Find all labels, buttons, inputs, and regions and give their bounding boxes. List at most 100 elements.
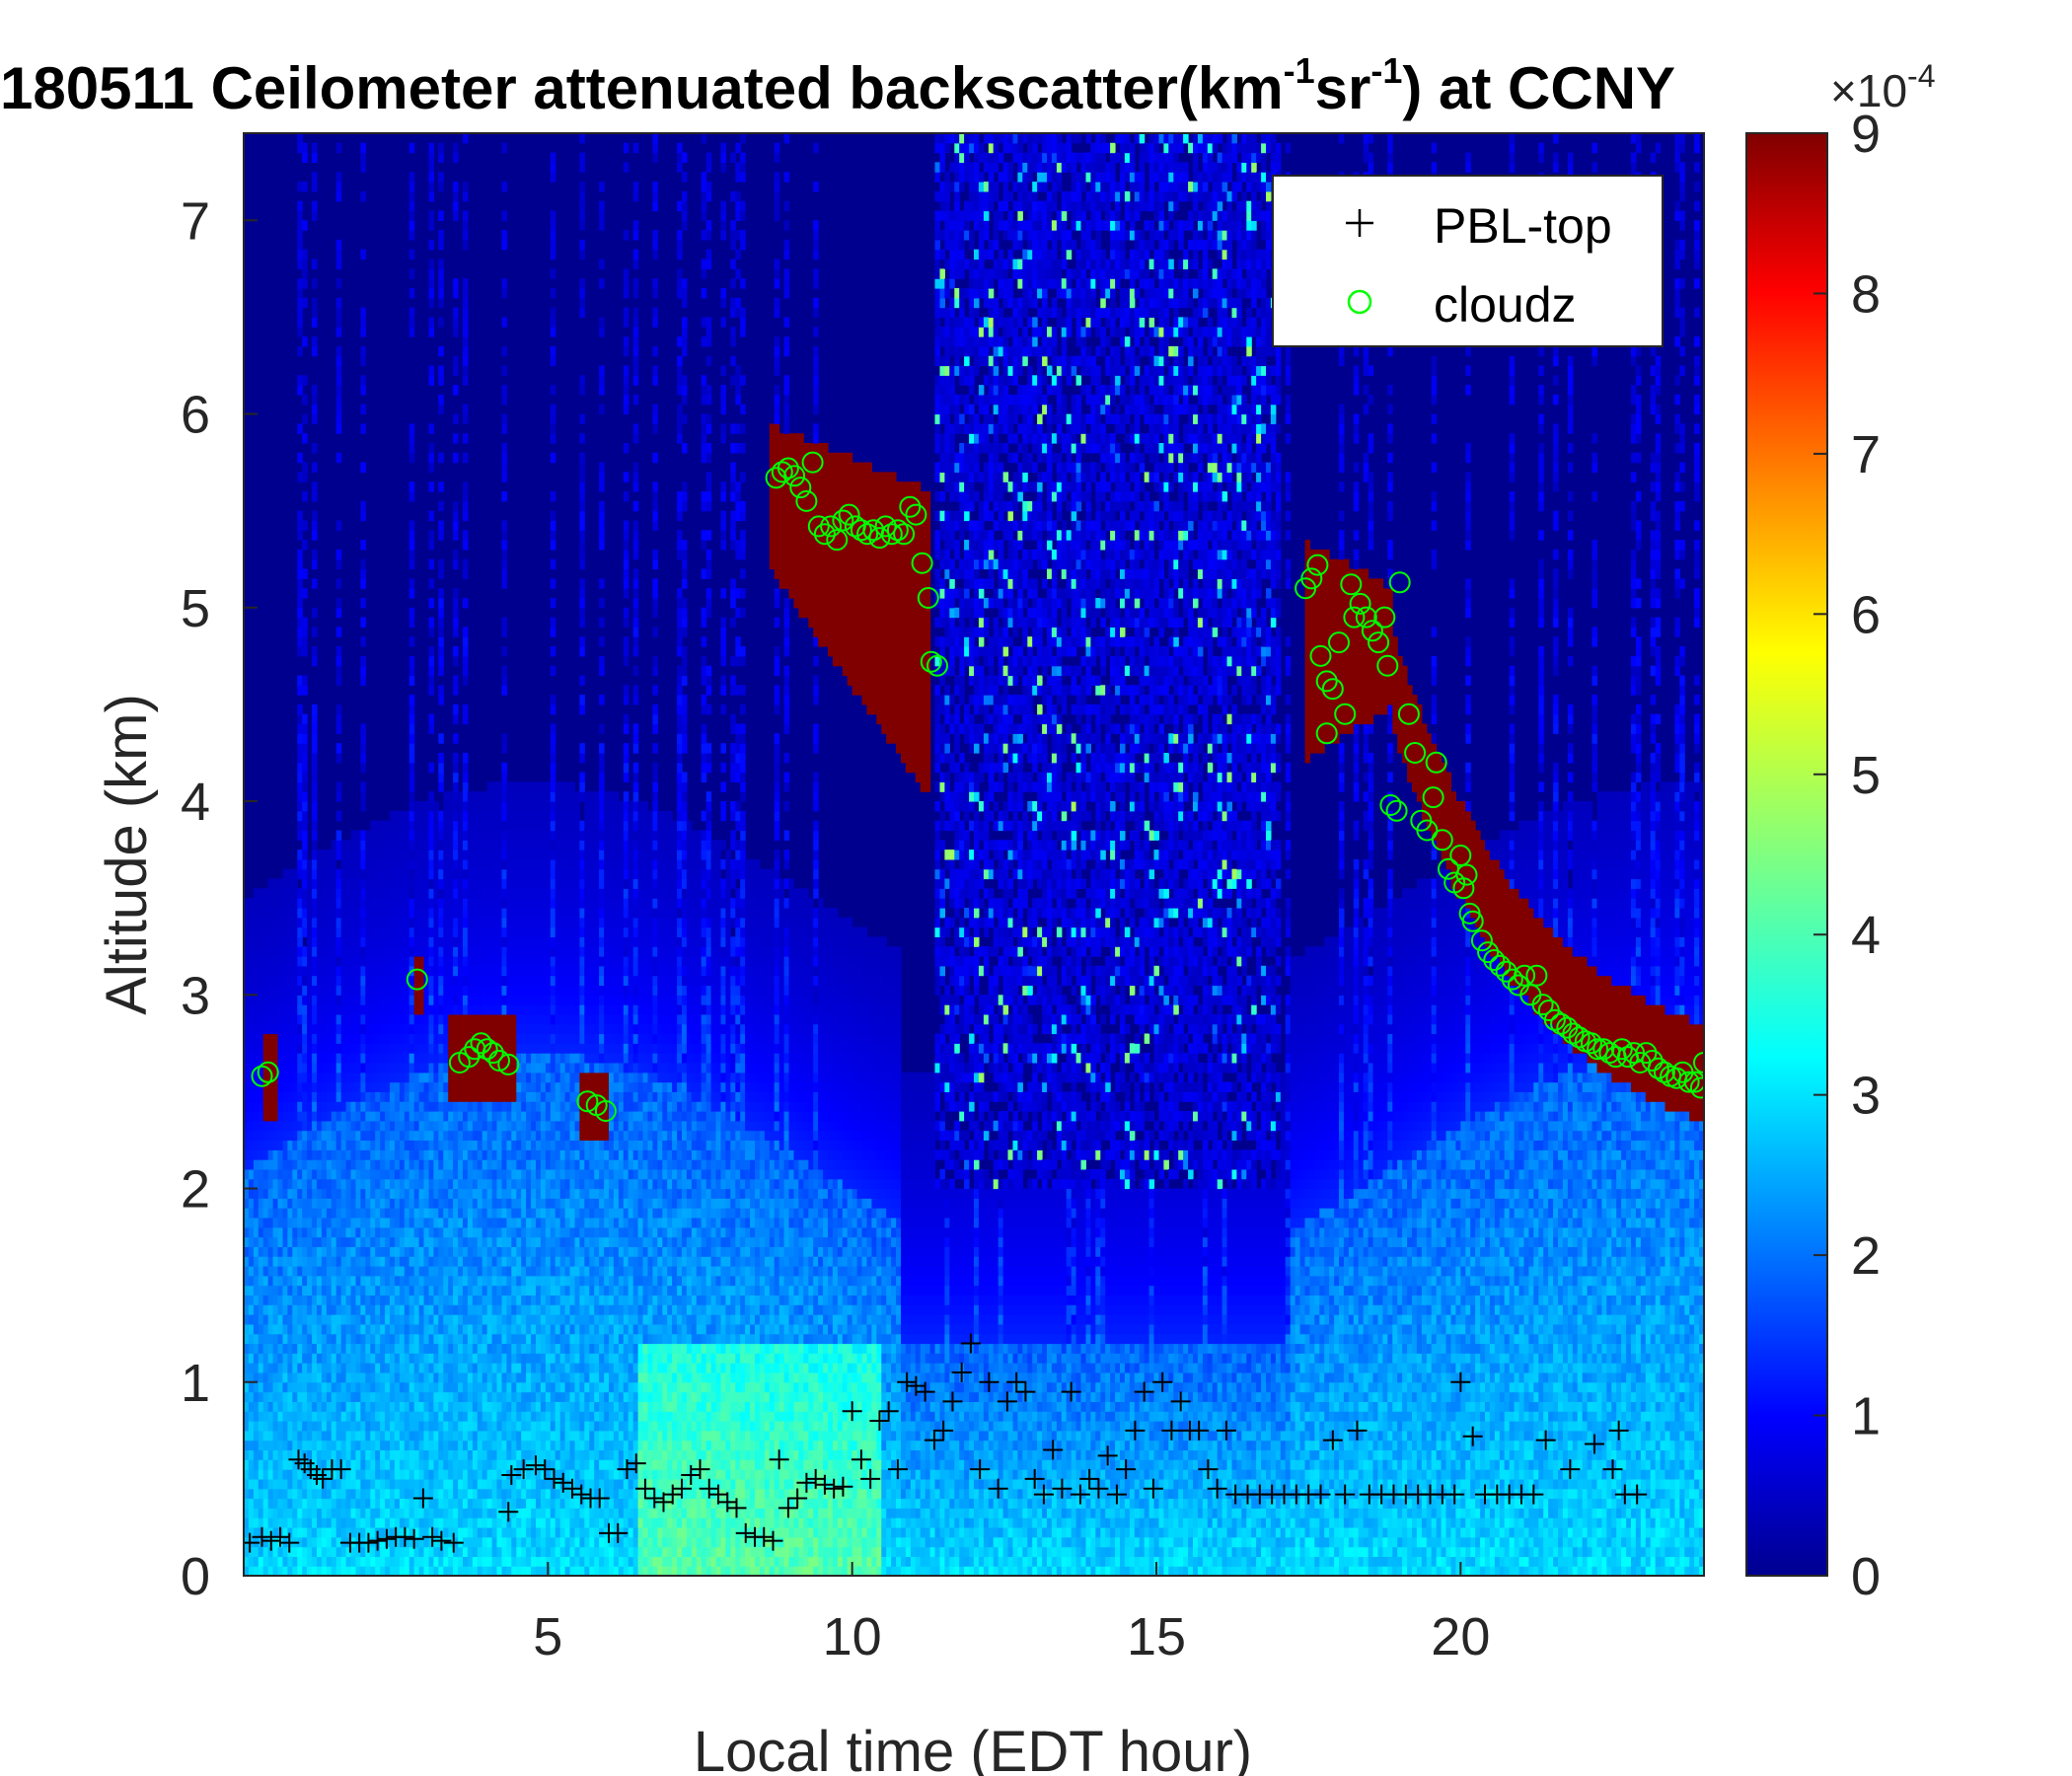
heatmap-cell <box>380 1401 386 1411</box>
heatmap-cell <box>463 763 469 773</box>
heatmap-cell <box>458 821 464 831</box>
heatmap-cell <box>521 1392 527 1402</box>
heatmap-cell <box>473 1363 479 1372</box>
heatmap-cell <box>302 1189 308 1199</box>
heatmap-cell <box>433 821 439 831</box>
heatmap-cell <box>458 1382 464 1392</box>
heatmap-cell <box>478 1073 483 1082</box>
heatmap-cell <box>273 1459 279 1469</box>
heatmap-cell <box>492 1537 498 1547</box>
heatmap-cell <box>424 1043 430 1053</box>
heatmap-cell <box>458 1218 464 1227</box>
heatmap-cell <box>463 220 469 230</box>
heatmap-cell <box>302 927 308 937</box>
heatmap-cell <box>287 918 293 927</box>
heatmap-cell <box>463 956 469 966</box>
heatmap-cell <box>370 1131 376 1141</box>
heatmap-cell <box>283 1499 289 1509</box>
heatmap-cell <box>482 850 488 859</box>
heatmap-cell <box>351 1043 357 1053</box>
heatmap-cell <box>409 1159 415 1169</box>
heatmap-cell <box>438 1131 444 1141</box>
heatmap-cell <box>307 1382 313 1392</box>
heatmap-cell <box>351 1034 357 1044</box>
heatmap-cell <box>521 956 527 966</box>
heatmap-cell <box>336 1334 342 1344</box>
heatmap-cell <box>385 986 391 996</box>
heatmap-cell <box>521 1363 527 1372</box>
heatmap-cell <box>463 1508 469 1517</box>
heatmap-cell <box>360 1459 366 1469</box>
heatmap-cell <box>448 1198 454 1208</box>
heatmap-cell <box>273 1256 279 1266</box>
heatmap-cell <box>409 1141 415 1150</box>
heatmap-cell <box>487 1276 493 1286</box>
heatmap-cell <box>405 879 410 889</box>
heatmap-cell <box>297 1034 303 1044</box>
heatmap-cell <box>346 1131 352 1141</box>
heatmap-cell <box>273 1499 279 1509</box>
heatmap-cell <box>478 1091 483 1101</box>
heatmap-cell <box>385 1556 391 1566</box>
heatmap-cell <box>448 1227 454 1237</box>
heatmap-cell <box>395 1489 401 1499</box>
heatmap-cell <box>409 423 415 433</box>
heatmap-cell <box>492 898 498 908</box>
heatmap-cell <box>263 1392 269 1402</box>
heatmap-cell <box>370 1421 376 1431</box>
heatmap-cell <box>327 1053 333 1063</box>
heatmap-cell <box>327 1043 333 1053</box>
heatmap-cell <box>438 1363 444 1372</box>
heatmap-cell <box>278 1101 284 1111</box>
heatmap-cell <box>370 1237 376 1247</box>
heatmap-cell <box>429 481 435 491</box>
heatmap-cell <box>438 1489 444 1499</box>
heatmap-cell <box>405 1517 410 1527</box>
heatmap-cell <box>506 1344 512 1354</box>
heatmap-cell <box>414 1449 420 1459</box>
heatmap-cell <box>278 1131 284 1141</box>
heatmap-cell <box>506 1382 512 1392</box>
heatmap-cell <box>249 1189 255 1199</box>
heatmap-cell <box>516 898 522 908</box>
heatmap-cell <box>448 1073 454 1082</box>
heatmap-cell <box>414 1198 420 1208</box>
heatmap-cell <box>375 1053 381 1063</box>
heatmap-cell <box>327 1169 333 1179</box>
heatmap-cell <box>292 1517 298 1527</box>
heatmap-cell <box>287 898 293 908</box>
heatmap-cell <box>351 1489 357 1499</box>
heatmap-cell <box>458 1073 464 1082</box>
heatmap-cell <box>502 211 508 221</box>
heatmap-cell <box>375 1131 381 1141</box>
heatmap-cell <box>468 840 474 850</box>
heatmap-cell <box>433 1286 439 1295</box>
heatmap-cell <box>492 946 498 956</box>
heatmap-cell <box>429 578 435 588</box>
heatmap-cell <box>502 288 508 298</box>
heatmap-cell <box>443 976 449 986</box>
heatmap-cell <box>424 946 430 956</box>
heatmap-cell <box>429 366 435 376</box>
heatmap-cell <box>400 869 406 879</box>
heatmap-cell <box>263 1169 269 1179</box>
heatmap-cell <box>492 1082 498 1092</box>
heatmap-cell <box>302 1198 308 1208</box>
heatmap-cell <box>327 1256 333 1266</box>
heatmap-cell <box>414 1159 420 1169</box>
heatmap-cell <box>360 1159 366 1169</box>
heatmap-cell <box>375 1024 381 1034</box>
heatmap-cell <box>268 1024 274 1034</box>
heatmap-cell <box>492 1353 498 1363</box>
heatmap-cell <box>312 1489 318 1499</box>
heatmap-cell <box>438 1034 444 1044</box>
heatmap-cell <box>511 1024 517 1034</box>
heatmap-cell <box>283 976 289 986</box>
heatmap-cell <box>283 1159 289 1169</box>
heatmap-cell <box>400 1324 406 1334</box>
heatmap-cell <box>511 1179 517 1189</box>
heatmap-cell <box>405 840 410 850</box>
heatmap-cell <box>360 733 366 743</box>
heatmap-cell <box>448 1024 454 1034</box>
heatmap-cell <box>287 1227 293 1237</box>
